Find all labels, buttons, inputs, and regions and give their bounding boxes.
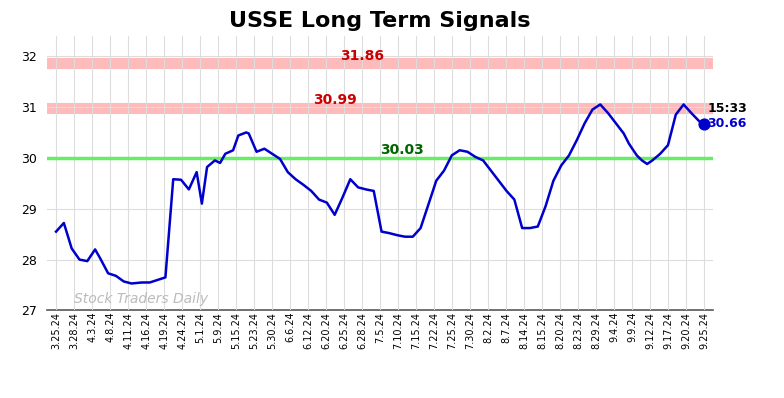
Text: 15:33: 15:33	[707, 101, 747, 115]
Bar	[47, 107, 713, 109]
Text: 31.86: 31.86	[340, 49, 384, 63]
Text: Stock Traders Daily: Stock Traders Daily	[74, 292, 209, 306]
Text: 30.99: 30.99	[314, 93, 357, 107]
Text: 30.66: 30.66	[707, 117, 746, 130]
Title: USSE Long Term Signals: USSE Long Term Signals	[230, 12, 531, 31]
Text: 30.03: 30.03	[380, 143, 423, 157]
Point	[699, 121, 711, 127]
Bar	[47, 62, 713, 64]
